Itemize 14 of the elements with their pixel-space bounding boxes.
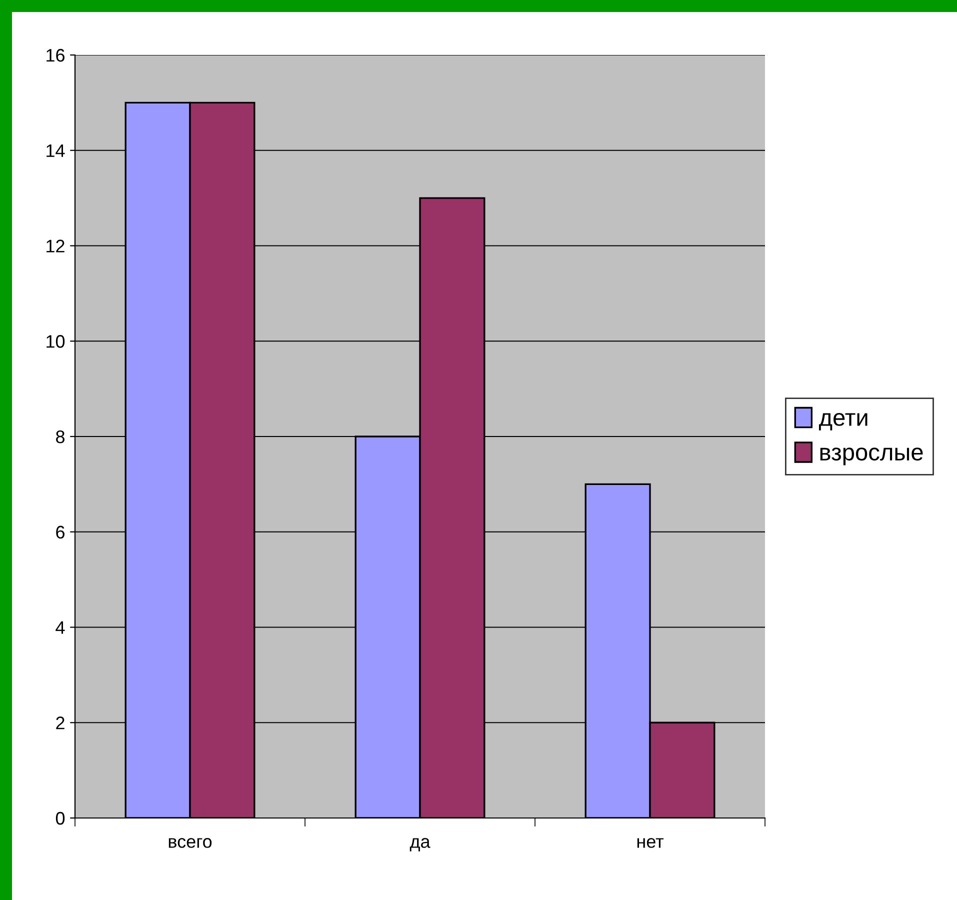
y-tick-label: 0 (56, 812, 65, 825)
y-tick-label: 6 (56, 526, 64, 539)
x-tick-label: нет (637, 838, 664, 848)
y-tick-label: 10 (46, 335, 65, 348)
x-tick-label: да (410, 838, 430, 852)
legend-label: взрослые (820, 448, 923, 466)
y-tick-label: 8 (56, 430, 64, 444)
y-tick-label: 4 (56, 621, 65, 634)
y-tick-label: 16 (46, 48, 64, 62)
y-tick-label: 12 (46, 240, 64, 252)
y-tick-label: 14 (46, 144, 65, 157)
y-tick-label: 2 (56, 716, 64, 730)
legend-label: дети (818, 412, 868, 430)
x-tick-label: всего (168, 838, 212, 848)
